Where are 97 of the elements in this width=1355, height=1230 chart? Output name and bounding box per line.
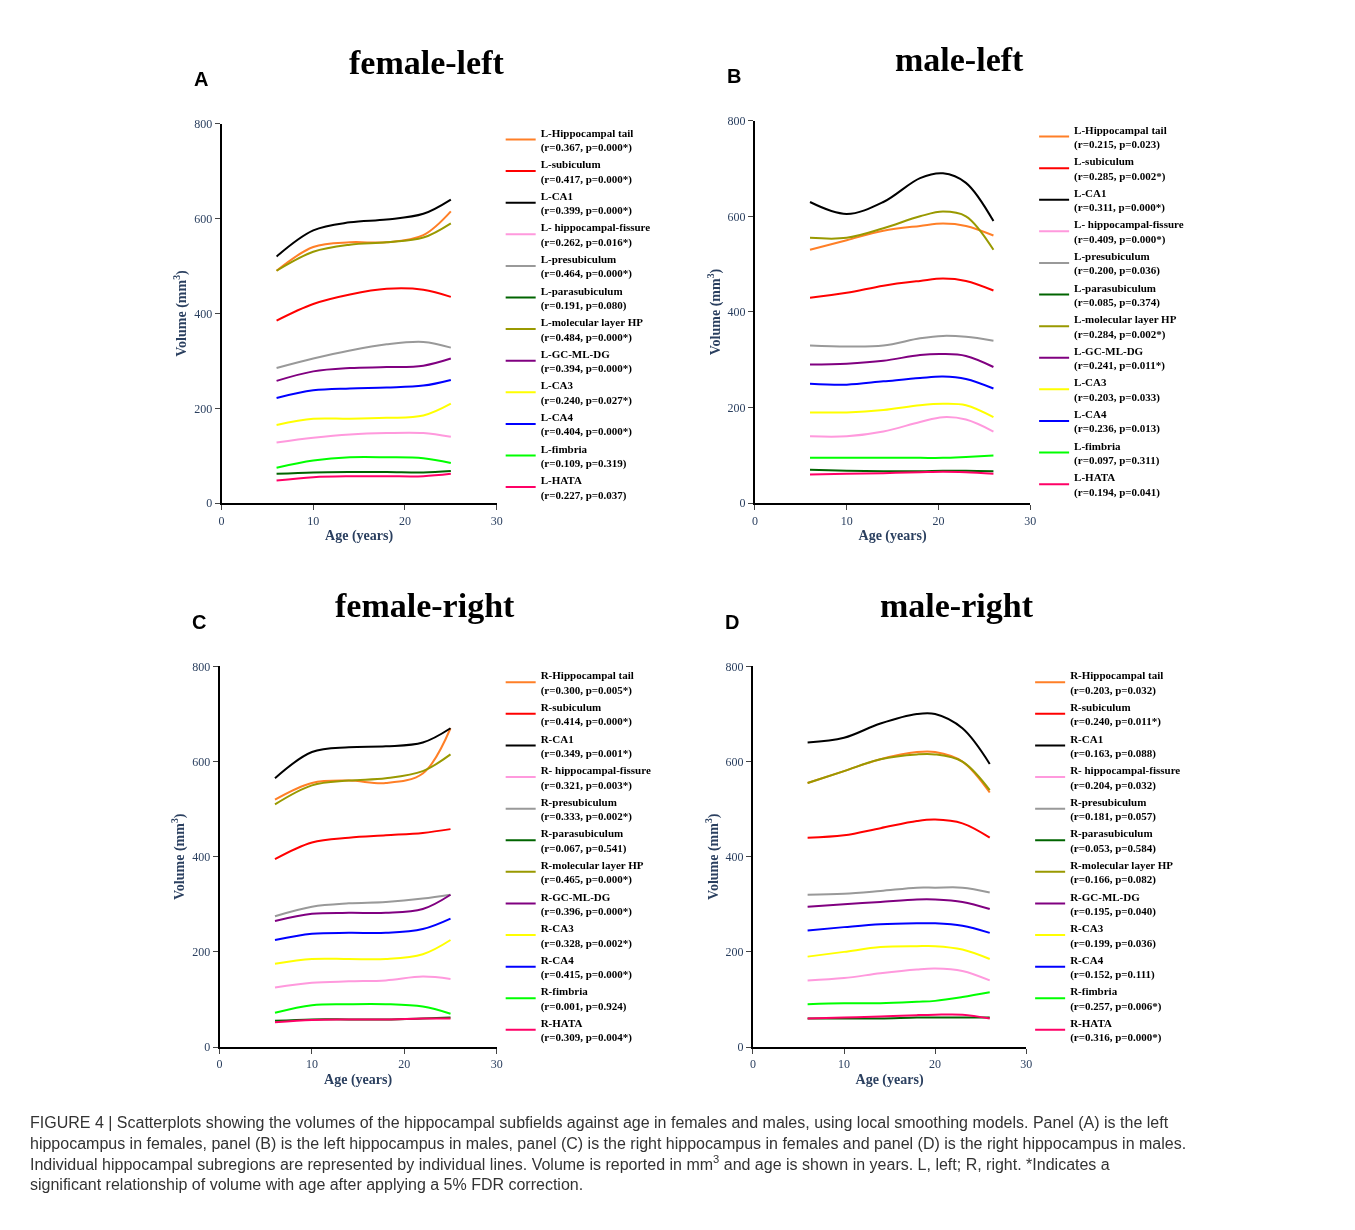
y-tick-label: 800 [194, 116, 213, 131]
x-tick-label: 30 [1020, 1057, 1033, 1072]
legend-label: R-molecular layer HP (r=0.166, p=0.082) [1070, 859, 1174, 887]
legend-label: L-subiculum (r=0.417, p=0.000*) [540, 158, 633, 186]
y-tick-label: 400 [725, 849, 744, 864]
legend-label: L-CA4 (r=0.404, p=0.000*) [540, 411, 633, 439]
x-tick-label: 20 [929, 1057, 942, 1072]
legend-label: L-fimbria (r=0.109, p=0.319) [540, 442, 627, 470]
legend-label: L-parasubiculum (r=0.191, p=0.080) [540, 284, 627, 312]
x-tick-label: 10 [840, 513, 853, 528]
y-tick-label: 800 [192, 659, 211, 674]
x-tick-label: 10 [305, 1057, 318, 1072]
legend-label: R- hippocampal-fissure (r=0.321, p=0.003*) [540, 764, 651, 792]
y-tick-label: 0 [739, 496, 746, 511]
legend-label: L- hippocampal-fissure (r=0.262, p=0.016*) [540, 221, 651, 249]
legend-label: L-CA3 (r=0.240, p=0.027*) [540, 379, 633, 407]
legend-label: L-parasubiculum (r=0.085, p=0.374) [1074, 281, 1161, 309]
legend-label: R-subiculum (r=0.414, p=0.000*) [540, 701, 633, 729]
chart-title: male-right [880, 587, 1034, 624]
chart-title: male-left [895, 41, 1025, 78]
legend-label: R-CA1 (r=0.349, p=0.001*) [540, 732, 633, 760]
legend-label: R-fimbria (r=0.001, p=0.924) [540, 985, 627, 1013]
x-axis-title: Age (years) [325, 528, 394, 545]
legend-label: R-GC-ML-DG (r=0.195, p=0.040) [1070, 890, 1157, 918]
legend-label: R-parasubiculum (r=0.053, p=0.584) [1070, 827, 1157, 855]
y-tick-label: 600 [192, 754, 211, 769]
legend-label: L-molecular layer HP (r=0.484, p=0.000*) [540, 316, 644, 344]
legend-label: R-CA3 (r=0.199, p=0.036) [1070, 922, 1157, 950]
text: A [194, 68, 209, 90]
x-tick-label: 10 [838, 1057, 851, 1072]
legend-label: L-CA4 (r=0.236, p=0.013) [1074, 408, 1161, 436]
legend-label: R-GC-ML-DG (r=0.396, p=0.000*) [540, 890, 633, 918]
y-tick-label: 400 [194, 306, 213, 321]
legend-label: L-subiculum (r=0.285, p=0.002*) [1074, 155, 1166, 183]
y-tick-label: 0 [206, 496, 213, 511]
y-tick-label: 600 [727, 209, 746, 224]
legend-label: R-HATA (r=0.309, p=0.004*) [540, 1017, 633, 1045]
y-tick-label: 600 [194, 211, 213, 226]
x-tick-label: 30 [490, 1057, 503, 1072]
x-tick-label: 0 [216, 1057, 223, 1072]
y-tick-label: 800 [725, 659, 744, 674]
y-tick-label: 200 [725, 945, 744, 960]
text: C [192, 611, 207, 633]
legend-label: R-Hippocampal tail (r=0.300, p=0.005*) [540, 669, 634, 697]
text: B [727, 65, 742, 87]
legend-label: L-GC-ML-DG (r=0.241, p=0.011*) [1074, 344, 1166, 373]
legend-label: L-CA3 (r=0.203, p=0.033) [1074, 376, 1161, 404]
y-tick-label: 0 [737, 1040, 744, 1055]
legend-label: R-molecular layer HP (r=0.465, p=0.000*) [540, 859, 644, 887]
x-axis-title: Age (years) [855, 1072, 924, 1089]
legend-label: L-molecular layer HP (r=0.284, p=0.002*) [1074, 313, 1177, 341]
legend-label: R-presubiculum (r=0.333, p=0.002*) [540, 795, 633, 824]
legend-label: L-fimbria (r=0.097, p=0.311) [1074, 439, 1160, 467]
legend-label: L- hippocampal-fissure (r=0.409, p=0.000*) [1074, 218, 1184, 246]
legend-label: R-CA4 (r=0.152, p=0.111) [1070, 953, 1156, 982]
legend-label: R-Hippocampal tail (r=0.203, p=0.032) [1070, 669, 1164, 697]
x-tick-label: 20 [398, 1057, 411, 1072]
y-tick-label: 800 [727, 113, 746, 128]
legend-label: L-Hippocampal tail (r=0.215, p=0.023) [1074, 123, 1167, 151]
x-axis-title: Age (years) [858, 528, 927, 545]
legend-label: L-HATA (r=0.227, p=0.037) [540, 474, 627, 502]
legend-label: R-CA1 (r=0.163, p=0.088) [1070, 732, 1157, 760]
legend-label: R-CA4 (r=0.415, p=0.000*) [540, 953, 633, 982]
legend-label: L-presubiculum (r=0.200, p=0.036) [1074, 250, 1161, 278]
y-tick-label: 400 [727, 305, 746, 320]
x-tick-label: 0 [751, 513, 758, 528]
x-tick-label: 20 [932, 513, 945, 528]
legend-label: L-Hippocampal tail (r=0.367, p=0.000*) [540, 126, 634, 154]
x-tick-label: 20 [398, 513, 411, 528]
legend-label: R-presubiculum (r=0.181, p=0.057) [1070, 795, 1157, 824]
y-tick-label: 200 [192, 945, 211, 960]
x-tick-label: 30 [1024, 513, 1037, 528]
y-tick-label: 400 [192, 849, 211, 864]
text: D [725, 611, 740, 633]
legend-label: L-CA1 (r=0.311, p=0.000*) [1074, 186, 1166, 215]
chart-title: female-right [335, 587, 516, 624]
legend-label: L-presubiculum (r=0.464, p=0.000*) [540, 253, 633, 281]
legend-label: R-fimbria (r=0.257, p=0.006*) [1070, 985, 1162, 1013]
legend-label: R-subiculum (r=0.240, p=0.011*) [1070, 701, 1162, 729]
legend-label: R- hippocampal-fissure (r=0.204, p=0.032) [1070, 764, 1181, 792]
y-tick-label: 200 [194, 401, 213, 416]
x-tick-label: 30 [490, 513, 503, 528]
legend-label: R-parasubiculum (r=0.067, p=0.541) [540, 827, 627, 855]
y-tick-label: 0 [204, 1040, 211, 1055]
x-tick-label: 10 [307, 513, 320, 528]
text: FIGURE 4 | Scatterplots showing the volumes of the hippocampal subfields against age in females and males, using local smoothing models. Panel (A) is the left hippocampus in females, panel (B) is the left hippocampus in males, panel (C) is the right hippocampus in females and panel (D) is the right hippocampus in males. Individual hippocampal subregions are represented by individual lines. Volume is reported in mm$^{3}$ and age is shown in years. L, left; R, right. *Indicates a significant relationship of volume with age after applying a 5% FDR correction. [30, 1114, 1187, 1194]
y-tick-label: 600 [725, 754, 744, 769]
legend-label: R-CA3 (r=0.328, p=0.002*) [540, 922, 633, 950]
y-tick-label: 200 [727, 400, 746, 415]
legend-label: L-GC-ML-DG (r=0.394, p=0.000*) [540, 347, 633, 376]
x-tick-label: 0 [218, 513, 225, 528]
legend-label: R-HATA (r=0.316, p=0.000*) [1070, 1017, 1162, 1045]
legend-label: L-HATA (r=0.194, p=0.041) [1074, 471, 1161, 499]
x-tick-label: 0 [749, 1057, 756, 1072]
x-axis-title: Age (years) [324, 1072, 393, 1089]
chart-title: female-left [349, 44, 505, 81]
legend-label: L-CA1 (r=0.399, p=0.000*) [540, 189, 633, 218]
